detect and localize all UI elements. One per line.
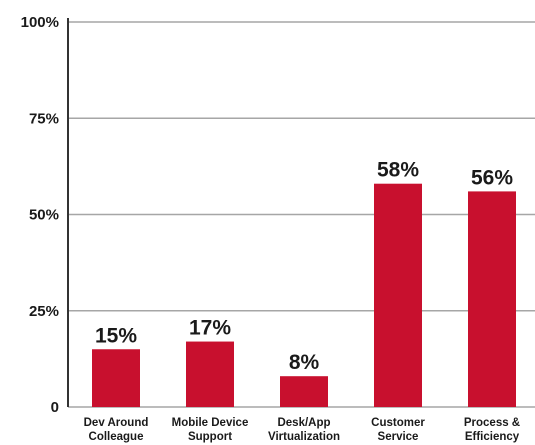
category-label: Dev Around — [84, 417, 149, 429]
data-label: 56% — [471, 166, 513, 189]
bars — [92, 183, 516, 407]
data-labels: 15% 17% 8% 58% 56% — [95, 159, 513, 375]
category-label: Colleague — [89, 431, 144, 443]
category-label: Mobile Device — [172, 417, 249, 429]
category-labels: Dev Around Colleague Mobile Device Support D… — [84, 417, 521, 443]
y-tick-labels: 0 25% 50% 75% 100% — [21, 14, 59, 416]
y-tick-label: 50% — [29, 207, 59, 224]
data-label: 58% — [377, 159, 419, 182]
category-label: Support — [188, 431, 232, 443]
data-label: 8% — [289, 351, 320, 374]
bar — [280, 376, 328, 407]
data-label: 17% — [189, 317, 231, 340]
gridlines — [68, 21, 535, 408]
category-label: Desk/App — [277, 417, 330, 429]
data-label: 15% — [95, 324, 137, 347]
y-tick-label: 100% — [21, 14, 59, 31]
bar — [374, 183, 422, 407]
category-label: Efficiency — [465, 431, 520, 443]
category-label: Service — [378, 431, 419, 443]
bar — [468, 191, 516, 407]
bar — [92, 349, 140, 407]
y-tick-label: 75% — [29, 110, 59, 127]
category-label: Process & — [464, 417, 520, 429]
y-tick-label: 25% — [29, 303, 59, 320]
category-label: Customer — [371, 417, 425, 429]
bar — [186, 341, 234, 407]
y-tick-label: 0 — [51, 399, 59, 416]
category-label: Virtualization — [268, 431, 340, 443]
